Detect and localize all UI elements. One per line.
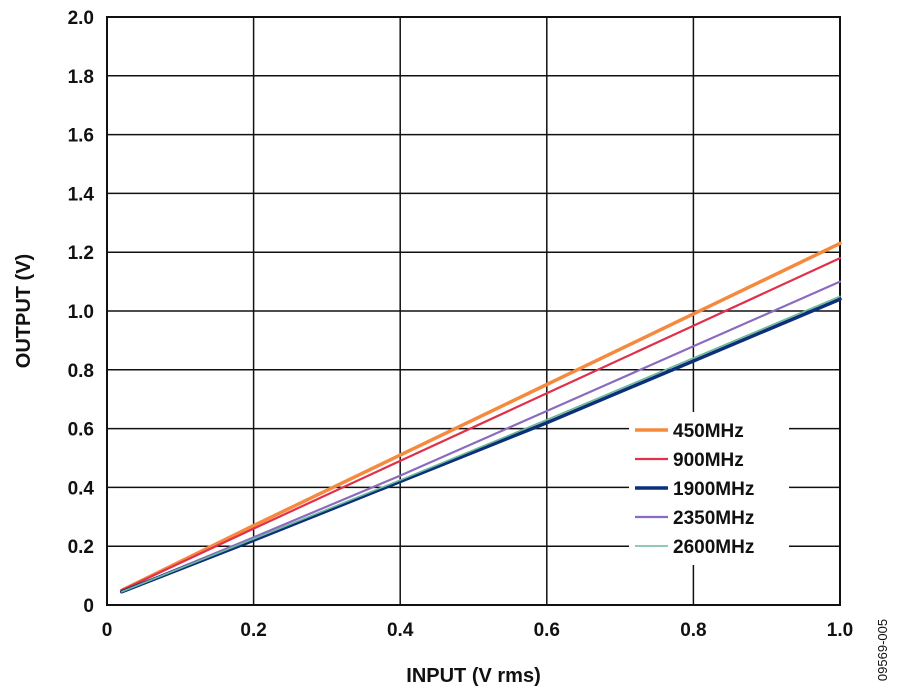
figure-id: 09569-005 — [875, 619, 890, 681]
series-line-900mhz — [120, 257, 842, 592]
legend-label: 900MHz — [673, 450, 744, 471]
legend-label: 2600MHz — [673, 537, 754, 558]
y-tick-label: 1.6 — [68, 126, 94, 147]
x-tick-label: 1.0 — [827, 620, 853, 641]
series-line-2350mhz — [120, 280, 842, 593]
y-tick-label: 0.4 — [68, 478, 95, 499]
x-tick-label: 0.2 — [240, 620, 266, 641]
x-tick-label: 0 — [102, 620, 113, 641]
x-tick-label: 0.6 — [534, 620, 560, 641]
x-axis-title: INPUT (V rms) — [406, 665, 540, 687]
y-axis-ticks: 0 0.2 0.4 0.6 0.8 1.0 1.2 1.4 1.6 1.8 2.0 — [68, 8, 95, 617]
y-tick-label: 0.8 — [68, 361, 94, 382]
y-axis-title: OUTPUT (V) — [13, 254, 35, 368]
series-line-1900mhz — [119, 297, 842, 594]
series-line-2600mhz — [120, 295, 841, 593]
y-tick-label: 1.2 — [68, 243, 94, 264]
legend: 450MHz 900MHz 1900MHz 2350MHz 2600MHz — [629, 412, 789, 565]
plot-frame — [106, 16, 841, 606]
series-line-450mhz — [119, 241, 842, 593]
x-tick-label: 0.4 — [387, 620, 414, 641]
y-tick-label: 2.0 — [68, 8, 94, 29]
y-tick-label: 1.0 — [68, 302, 94, 323]
y-tick-label: 0.2 — [68, 537, 94, 558]
x-tick-label: 0.8 — [680, 620, 706, 641]
legend-label: 450MHz — [673, 421, 744, 442]
y-tick-label: 0.6 — [68, 420, 94, 441]
y-tick-label: 0 — [83, 596, 94, 617]
y-tick-label: 1.8 — [68, 67, 94, 88]
legend-label: 1900MHz — [673, 479, 754, 500]
y-tick-label: 1.4 — [68, 184, 95, 205]
legend-label: 2350MHz — [673, 508, 754, 529]
series-lines — [119, 241, 842, 594]
x-axis-ticks: 0 0.2 0.4 0.6 0.8 1.0 — [102, 620, 854, 641]
